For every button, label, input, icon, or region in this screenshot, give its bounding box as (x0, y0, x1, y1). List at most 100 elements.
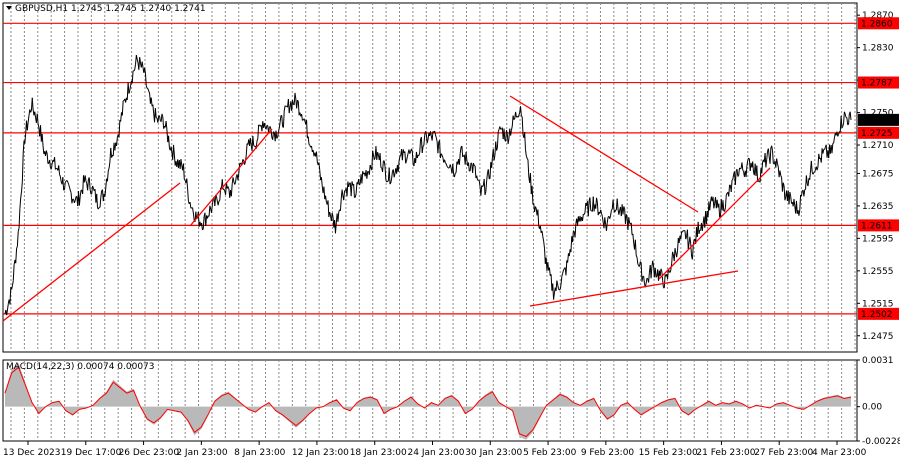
price-candle (257, 124, 260, 139)
x-tick-label: 12 Jan 23:00 (292, 448, 349, 458)
price-candle (19, 197, 22, 209)
price-candle (182, 163, 185, 180)
price-candle (249, 137, 252, 146)
price-candle (34, 111, 37, 118)
price-candle (382, 160, 384, 173)
price-candle (455, 161, 458, 173)
price-candle (809, 170, 812, 180)
price-candle (165, 121, 168, 131)
price-candle (581, 214, 584, 221)
price-candle (405, 160, 407, 164)
price-candle (687, 243, 690, 250)
price-candle (30, 110, 32, 113)
price-candle (84, 175, 87, 182)
price-candle (843, 111, 846, 115)
price-candle (318, 162, 321, 171)
price-candle (180, 158, 183, 166)
price-candle (542, 236, 545, 242)
price-candle (426, 139, 429, 144)
current-price-label: 1.2741 (861, 116, 893, 126)
price-candle (22, 140, 25, 154)
price-candle (574, 223, 577, 238)
price-candle (145, 85, 148, 89)
price-candle (15, 248, 18, 264)
price-candle (779, 170, 782, 176)
price-candle (769, 147, 772, 164)
price-candle (383, 160, 386, 167)
price-candle (601, 213, 603, 217)
price-candle (606, 216, 609, 223)
price-candle (20, 191, 23, 199)
price-candle (818, 153, 821, 159)
price-candle (630, 222, 633, 235)
price-candle (46, 153, 49, 164)
price-candle (418, 152, 421, 156)
y-tick-label: 1.2515 (862, 299, 894, 309)
price-candle (507, 138, 510, 144)
price-candle (454, 172, 457, 174)
price-candle (731, 178, 734, 181)
price-candle (59, 176, 62, 182)
ind-y-tick-label: 0.0031 (862, 356, 894, 366)
price-candle (31, 97, 34, 110)
price-candle (366, 171, 369, 179)
price-candle (406, 156, 408, 161)
price-candle (401, 149, 404, 161)
price-candle (390, 178, 393, 184)
price-candle (277, 127, 280, 132)
price-candle (358, 178, 360, 186)
level-price-tag (858, 76, 899, 89)
price-candle (211, 198, 214, 205)
price-candle (270, 129, 273, 138)
price-candle (782, 182, 785, 186)
price-candle (216, 196, 218, 202)
price-candle (50, 163, 53, 170)
price-candle (136, 59, 139, 63)
price-candle (234, 182, 236, 185)
price-candle (37, 123, 40, 128)
price-candle (211, 204, 213, 213)
price-candle (144, 67, 146, 74)
price-candle (26, 122, 29, 131)
price-candle (722, 200, 725, 211)
price-candle (618, 210, 621, 215)
price-candle (12, 264, 15, 281)
price-candle (561, 273, 564, 277)
price-candle (437, 141, 440, 154)
price-candle (563, 268, 565, 271)
price-candle (237, 173, 240, 181)
price-candle (244, 161, 246, 165)
price-candle (484, 191, 487, 196)
price-candle (58, 165, 61, 175)
price-candle (686, 229, 689, 250)
price-candle (660, 268, 663, 272)
price-candle (637, 263, 640, 266)
price-candle (327, 200, 330, 218)
y-tick-label: 1.2555 (862, 267, 894, 277)
price-candle (431, 131, 434, 141)
price-candle (161, 113, 164, 117)
price-candle (303, 118, 306, 122)
price-candle (17, 228, 20, 232)
price-candle (361, 171, 364, 184)
price-candle (742, 169, 745, 173)
price-candle (767, 148, 770, 157)
y-tick-label: 1.2710 (862, 141, 894, 151)
price-candle (771, 145, 774, 151)
level-price-tag (858, 126, 899, 139)
price-candle (6, 303, 9, 310)
price-candle (480, 185, 483, 196)
price-candle (772, 150, 774, 164)
price-candle (252, 136, 255, 146)
price-candle (173, 144, 175, 155)
price-candle (441, 155, 444, 158)
price-candle (600, 209, 602, 214)
price-candle (543, 241, 545, 249)
price-candle (49, 160, 51, 168)
price-candle (840, 115, 843, 128)
price-candle (690, 243, 693, 257)
price-candle (449, 164, 452, 169)
current-price-tag (858, 113, 899, 126)
price-candle (398, 156, 401, 161)
price-candle (610, 210, 612, 216)
